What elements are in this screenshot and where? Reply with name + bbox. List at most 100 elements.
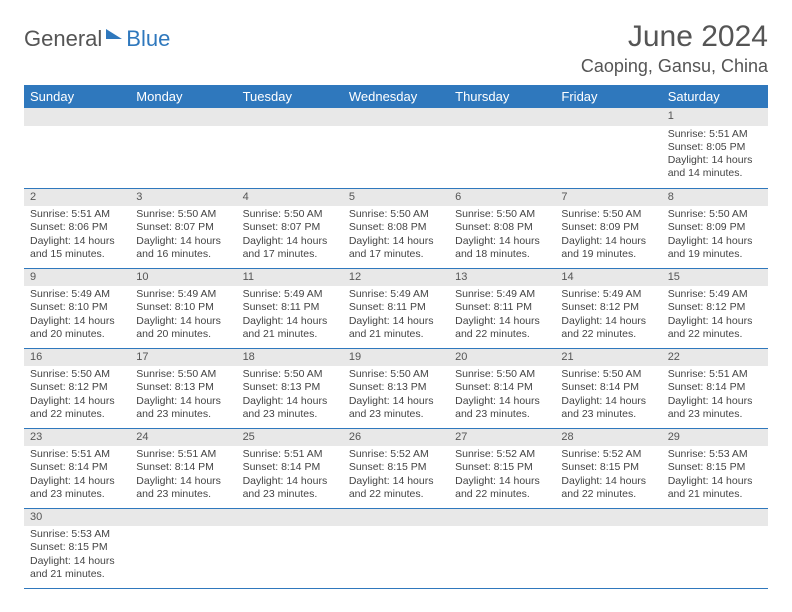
daylight-line: Daylight: 14 hours and 23 minutes. [668,395,762,421]
header: General Blue June 2024 Caoping, Gansu, C… [24,20,768,77]
calendar-cell: 26Sunrise: 5:52 AMSunset: 8:15 PMDayligh… [343,428,449,508]
day-number [662,509,768,527]
day-number: 29 [662,429,768,447]
day-body: Sunrise: 5:50 AMSunset: 8:08 PMDaylight:… [343,206,449,265]
calendar-cell: 27Sunrise: 5:52 AMSunset: 8:15 PMDayligh… [449,428,555,508]
calendar-cell: 9Sunrise: 5:49 AMSunset: 8:10 PMDaylight… [24,268,130,348]
day-body: Sunrise: 5:50 AMSunset: 8:12 PMDaylight:… [24,366,130,425]
calendar-cell: 3Sunrise: 5:50 AMSunset: 8:07 PMDaylight… [130,188,236,268]
day-body: Sunrise: 5:49 AMSunset: 8:12 PMDaylight:… [555,286,661,345]
logo-sail-icon [106,29,122,39]
calendar-cell: 22Sunrise: 5:51 AMSunset: 8:14 PMDayligh… [662,348,768,428]
day-body: Sunrise: 5:52 AMSunset: 8:15 PMDaylight:… [555,446,661,505]
sunset-line: Sunset: 8:08 PM [349,221,443,234]
day-body: Sunrise: 5:51 AMSunset: 8:14 PMDaylight:… [662,366,768,425]
day-number: 26 [343,429,449,447]
day-body: Sunrise: 5:50 AMSunset: 8:09 PMDaylight:… [662,206,768,265]
day-number: 18 [237,349,343,367]
daylight-line: Daylight: 14 hours and 22 minutes. [561,315,655,341]
day-body: Sunrise: 5:50 AMSunset: 8:08 PMDaylight:… [449,206,555,265]
calendar-cell: 2Sunrise: 5:51 AMSunset: 8:06 PMDaylight… [24,188,130,268]
day-body: Sunrise: 5:51 AMSunset: 8:06 PMDaylight:… [24,206,130,265]
sunrise-line: Sunrise: 5:49 AM [668,288,762,301]
daylight-line: Daylight: 14 hours and 16 minutes. [136,235,230,261]
daylight-line: Daylight: 14 hours and 20 minutes. [136,315,230,341]
daylight-line: Daylight: 14 hours and 23 minutes. [30,475,124,501]
calendar-cell [662,508,768,588]
sunset-line: Sunset: 8:15 PM [561,461,655,474]
calendar-cell [237,508,343,588]
logo-text-blue: Blue [126,26,170,52]
sunset-line: Sunset: 8:06 PM [30,221,124,234]
day-number: 2 [24,189,130,207]
calendar-cell [130,108,236,188]
calendar-cell: 11Sunrise: 5:49 AMSunset: 8:11 PMDayligh… [237,268,343,348]
sunrise-line: Sunrise: 5:49 AM [561,288,655,301]
sunset-line: Sunset: 8:07 PM [136,221,230,234]
calendar-cell: 7Sunrise: 5:50 AMSunset: 8:09 PMDaylight… [555,188,661,268]
calendar-cell: 4Sunrise: 5:50 AMSunset: 8:07 PMDaylight… [237,188,343,268]
day-body: Sunrise: 5:50 AMSunset: 8:14 PMDaylight:… [449,366,555,425]
weekday-friday: Friday [555,85,661,108]
daylight-line: Daylight: 14 hours and 21 minutes. [668,475,762,501]
sunset-line: Sunset: 8:14 PM [243,461,337,474]
sunrise-line: Sunrise: 5:49 AM [30,288,124,301]
day-number: 16 [24,349,130,367]
day-number: 24 [130,429,236,447]
day-number: 30 [24,509,130,527]
calendar-cell [449,108,555,188]
day-number: 5 [343,189,449,207]
sunrise-line: Sunrise: 5:50 AM [668,208,762,221]
calendar-cell [130,508,236,588]
sunrise-line: Sunrise: 5:50 AM [455,368,549,381]
day-body: Sunrise: 5:53 AMSunset: 8:15 PMDaylight:… [24,526,130,585]
weekday-sunday: Sunday [24,85,130,108]
sunrise-line: Sunrise: 5:49 AM [349,288,443,301]
sunset-line: Sunset: 8:14 PM [30,461,124,474]
calendar-cell [449,508,555,588]
day-body: Sunrise: 5:52 AMSunset: 8:15 PMDaylight:… [343,446,449,505]
day-body: Sunrise: 5:50 AMSunset: 8:09 PMDaylight:… [555,206,661,265]
calendar-week-row: 16Sunrise: 5:50 AMSunset: 8:12 PMDayligh… [24,348,768,428]
sunset-line: Sunset: 8:15 PM [30,541,124,554]
daylight-line: Daylight: 14 hours and 22 minutes. [668,315,762,341]
daylight-line: Daylight: 14 hours and 17 minutes. [349,235,443,261]
daylight-line: Daylight: 14 hours and 19 minutes. [561,235,655,261]
day-body: Sunrise: 5:53 AMSunset: 8:15 PMDaylight:… [662,446,768,505]
sunrise-line: Sunrise: 5:50 AM [561,368,655,381]
sunset-line: Sunset: 8:11 PM [455,301,549,314]
day-number: 14 [555,269,661,287]
daylight-line: Daylight: 14 hours and 22 minutes. [455,315,549,341]
sunset-line: Sunset: 8:07 PM [243,221,337,234]
sunrise-line: Sunrise: 5:51 AM [30,448,124,461]
daylight-line: Daylight: 14 hours and 22 minutes. [349,475,443,501]
calendar-cell [237,108,343,188]
sunrise-line: Sunrise: 5:51 AM [136,448,230,461]
sunrise-line: Sunrise: 5:52 AM [561,448,655,461]
calendar-cell: 20Sunrise: 5:50 AMSunset: 8:14 PMDayligh… [449,348,555,428]
day-number: 10 [130,269,236,287]
calendar-table: Sunday Monday Tuesday Wednesday Thursday… [24,85,768,589]
sunrise-line: Sunrise: 5:50 AM [136,208,230,221]
weekday-monday: Monday [130,85,236,108]
daylight-line: Daylight: 14 hours and 22 minutes. [30,395,124,421]
sunrise-line: Sunrise: 5:50 AM [455,208,549,221]
calendar-cell: 10Sunrise: 5:49 AMSunset: 8:10 PMDayligh… [130,268,236,348]
calendar-cell: 6Sunrise: 5:50 AMSunset: 8:08 PMDaylight… [449,188,555,268]
calendar-cell: 23Sunrise: 5:51 AMSunset: 8:14 PMDayligh… [24,428,130,508]
sunrise-line: Sunrise: 5:51 AM [30,208,124,221]
calendar-cell: 21Sunrise: 5:50 AMSunset: 8:14 PMDayligh… [555,348,661,428]
day-number [449,108,555,126]
sunset-line: Sunset: 8:09 PM [561,221,655,234]
sunrise-line: Sunrise: 5:49 AM [243,288,337,301]
calendar-cell: 14Sunrise: 5:49 AMSunset: 8:12 PMDayligh… [555,268,661,348]
day-number [237,509,343,527]
day-number: 4 [237,189,343,207]
day-number [130,108,236,126]
sunset-line: Sunset: 8:12 PM [561,301,655,314]
day-number [343,509,449,527]
sunset-line: Sunset: 8:13 PM [136,381,230,394]
calendar-cell: 15Sunrise: 5:49 AMSunset: 8:12 PMDayligh… [662,268,768,348]
day-number: 28 [555,429,661,447]
calendar-cell: 30Sunrise: 5:53 AMSunset: 8:15 PMDayligh… [24,508,130,588]
